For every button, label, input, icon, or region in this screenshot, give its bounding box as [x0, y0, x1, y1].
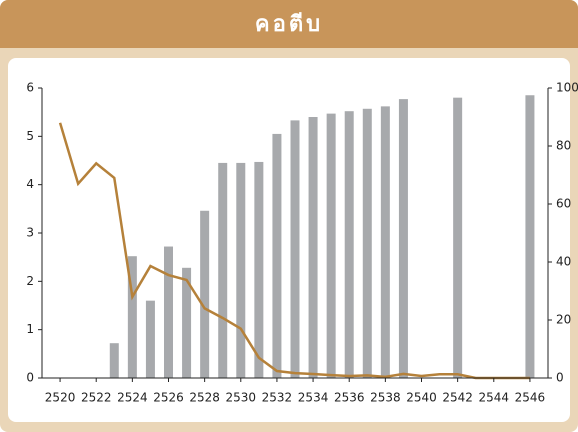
line — [58, 122, 530, 380]
y2-tick-label: 0 — [556, 371, 564, 385]
y-tick-label: 6 — [26, 81, 34, 95]
y-tick-label: 1 — [26, 322, 34, 336]
bar — [308, 117, 318, 378]
y-tick-label: 3 — [26, 226, 34, 240]
bar — [200, 210, 210, 378]
bar — [127, 256, 137, 378]
bar — [182, 267, 192, 378]
y-tick-label: 0 — [26, 371, 34, 385]
chart-title: คอตีบ — [255, 12, 323, 37]
bar — [145, 300, 155, 378]
header — [0, 0, 578, 48]
x-tick-label: 2534 — [298, 391, 329, 405]
bar — [254, 161, 264, 378]
x-tick-label: 2530 — [226, 391, 257, 405]
x-tick-label: 2544 — [479, 391, 510, 405]
x-tick-label: 2546 — [515, 391, 546, 405]
bar — [218, 162, 228, 378]
y-tick-label: 4 — [26, 177, 34, 191]
bar — [290, 120, 300, 378]
y2-tick-label: 60 — [556, 197, 571, 211]
x-tick-label: 2532 — [262, 391, 293, 405]
x-tick-label: 2520 — [45, 391, 76, 405]
x-tick-label: 2526 — [153, 391, 184, 405]
y2-tick-label: 40 — [556, 255, 571, 269]
x-tick-label: 2542 — [442, 391, 473, 405]
y2-tick-label: 20 — [556, 313, 571, 327]
x-tick-label: 2528 — [189, 391, 220, 405]
x-tick-label: 2524 — [117, 391, 148, 405]
bar — [380, 106, 390, 378]
bar — [453, 97, 463, 379]
x-tick-label: 2538 — [370, 391, 401, 405]
bar — [525, 95, 535, 378]
y2-tick-label: 100 — [556, 81, 578, 95]
y-tick-label: 2 — [26, 274, 34, 288]
bar — [272, 133, 282, 378]
bar — [164, 246, 173, 378]
bar — [326, 113, 336, 378]
bar — [344, 111, 354, 378]
plot-panel — [8, 58, 570, 422]
x-tick-label: 2536 — [334, 391, 365, 405]
bar — [109, 343, 119, 378]
bar — [398, 99, 408, 378]
x-tick-label: 2540 — [406, 391, 437, 405]
bar — [236, 162, 246, 378]
x-tick-label: 2522 — [81, 391, 112, 405]
y-tick-label: 5 — [26, 129, 34, 143]
bar — [362, 108, 372, 379]
y2-tick-label: 80 — [556, 139, 571, 153]
